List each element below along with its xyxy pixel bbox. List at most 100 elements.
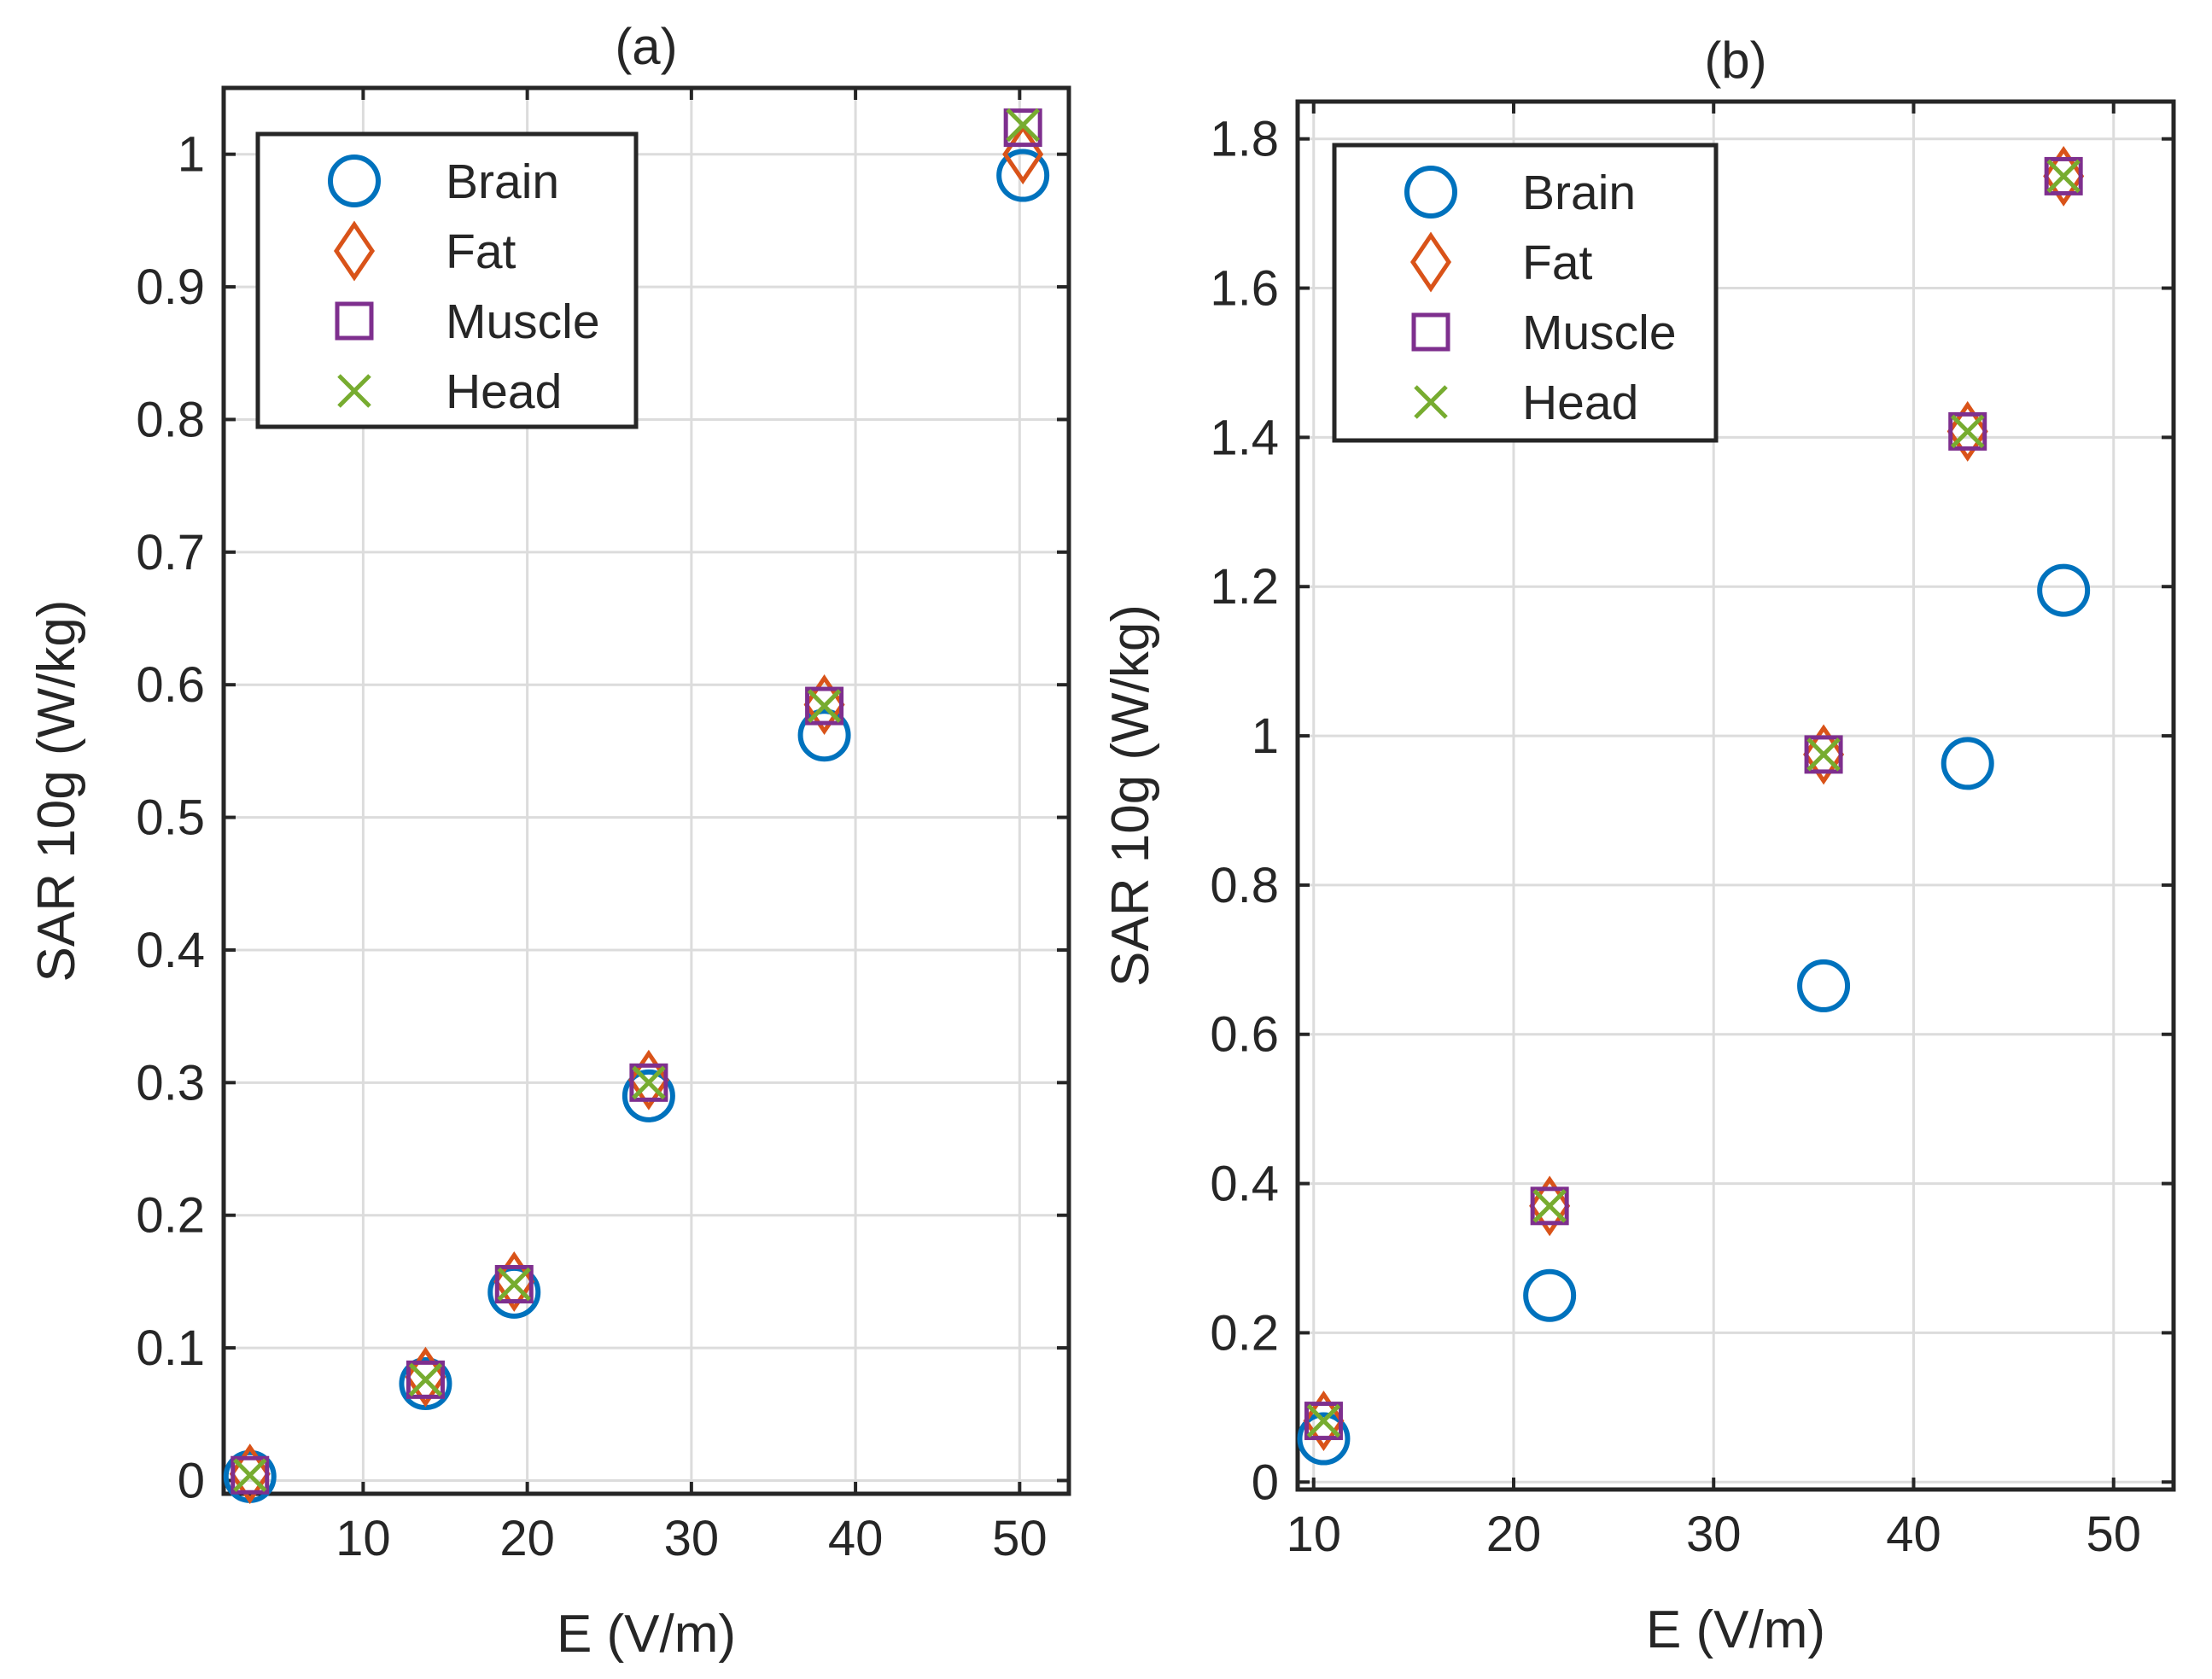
x-tick-label: 10	[1286, 1507, 1341, 1562]
legend-label-head: Head	[446, 364, 562, 419]
y-tick-label: 1	[178, 127, 205, 183]
x-axis-label: E (V/m)	[557, 1605, 736, 1664]
series-head	[232, 108, 1040, 1493]
legend-box	[255, 131, 639, 429]
y-tick-label: 1.2	[1210, 559, 1279, 615]
data-point-muscle	[406, 1360, 445, 1399]
data-point-brain	[399, 1357, 452, 1411]
data-point-muscle	[629, 1063, 668, 1102]
legend-marker-muscle	[1411, 312, 1450, 352]
data-point-fat	[2043, 145, 2085, 207]
legend: Brain Fat Muscle Head	[255, 131, 639, 429]
y-tick-label: 0.2	[136, 1188, 205, 1244]
legend-label-head: Head	[1522, 376, 1638, 430]
legend-label-fat: Fat	[446, 224, 517, 279]
data-point-head	[1532, 1189, 1567, 1223]
series-muscle	[1304, 156, 2083, 1441]
data-point-brain	[1297, 1412, 1351, 1466]
legend-label-muscle: Muscle	[1522, 306, 1677, 360]
legend-label-fat: Fat	[1522, 236, 1593, 290]
y-tick-label: 1	[1252, 708, 1279, 764]
x-tick-label: 10	[336, 1511, 391, 1566]
chart-b: 10 20 30 40 50 0 0.2 0.4 0.6 0.8 1 1.2 1.4 1.6 1.8 (b) E…	[1101, 32, 2176, 1659]
data-point-brain	[1523, 1268, 1577, 1322]
data-point-muscle	[1804, 735, 1843, 774]
axes-box	[221, 85, 1071, 1496]
y-tick-label: 0.4	[1210, 1157, 1279, 1212]
data-point-brain	[996, 149, 1050, 202]
series-fat	[1303, 145, 2085, 1452]
y-tick-label: 0.8	[1210, 858, 1279, 913]
y-axis-label: SAR 10g (W/kg)	[1101, 604, 1160, 987]
legend-marker-muscle	[335, 301, 374, 341]
data-point-head	[408, 1362, 443, 1397]
data-point-muscle	[805, 686, 844, 726]
legend-box	[1332, 143, 1719, 443]
axes-box	[1295, 99, 2176, 1492]
data-point-muscle	[1304, 1402, 1343, 1441]
y-tick-label: 0.4	[136, 923, 205, 978]
data-point-fat	[1946, 400, 1988, 462]
data-point-head	[1950, 414, 1985, 449]
y-tick-label: 0.9	[136, 259, 205, 315]
x-tick-label: 20	[1486, 1507, 1542, 1562]
data-point-head	[2046, 159, 2081, 194]
y-tick-label: 0.2	[1210, 1305, 1279, 1361]
legend-label-muscle: Muscle	[446, 294, 600, 349]
y-tick-label: 0	[1252, 1455, 1279, 1510]
data-point-head	[1806, 737, 1841, 772]
y-tick-label: 1.8	[1210, 112, 1279, 167]
legend-marker-brain	[328, 154, 381, 207]
data-point-brain	[1797, 959, 1851, 1012]
chart-a: 10 20 30 40 50 0 0.1 0.2 0.3 0.4 0.5 0.6 0.7 0.8 0.9 1 (…	[27, 18, 1071, 1664]
legend-label-brain: Brain	[446, 154, 559, 209]
legend-marker-brain	[1404, 166, 1457, 219]
y-tick-label: 0.1	[136, 1320, 205, 1376]
x-tick-label: 20	[499, 1511, 555, 1566]
data-point-head	[1006, 108, 1040, 143]
data-point-fat	[1303, 1390, 1345, 1452]
y-axis-label: SAR 10g (W/kg)	[27, 600, 86, 982]
y-tick-label: 0.7	[136, 525, 205, 580]
data-point-brain	[2037, 563, 2091, 617]
data-point-head	[1306, 1403, 1341, 1438]
x-tick-label: 40	[828, 1511, 884, 1566]
data-point-head	[807, 689, 842, 723]
data-point-brain	[622, 1069, 675, 1122]
y-tick-label: 1.4	[1210, 410, 1279, 465]
legend-label-brain: Brain	[1522, 166, 1636, 220]
data-point-muscle	[1948, 411, 1987, 451]
legend-marker-head	[1414, 385, 1448, 419]
legend-marker-fat	[1409, 231, 1452, 293]
x-tick-label: 40	[1886, 1507, 1941, 1562]
data-point-head	[632, 1065, 666, 1100]
grid	[224, 88, 1069, 1494]
x-axis-label: E (V/m)	[1646, 1600, 1825, 1659]
series-brain	[1297, 563, 2091, 1466]
y-tick-label: 1.6	[1210, 261, 1279, 317]
data-point-brain	[797, 708, 851, 762]
data-point-muscle	[1530, 1186, 1569, 1226]
data-point-muscle	[494, 1265, 534, 1304]
data-point-fat	[1529, 1175, 1571, 1237]
y-tick-label: 0.6	[1210, 1007, 1279, 1063]
legend-marker-head	[337, 374, 371, 408]
y-tick-label: 0.3	[136, 1055, 205, 1111]
data-point-head	[232, 1458, 267, 1493]
x-tick-label: 50	[992, 1511, 1048, 1566]
data-point-brain	[1941, 737, 1994, 790]
data-point-muscle	[2044, 156, 2083, 195]
legend: Brain Fat Muscle Head	[1332, 143, 1719, 443]
y-tick-label: 0	[178, 1453, 205, 1508]
data-point-fat	[1803, 724, 1845, 785]
chart-title: (b)	[1704, 32, 1766, 89]
chart-title: (a)	[615, 18, 677, 75]
y-tick-label: 0.5	[136, 790, 205, 846]
x-tick-label: 30	[664, 1511, 720, 1566]
y-tick-label: 0.8	[136, 392, 205, 447]
y-tick-label: 0.6	[136, 657, 205, 713]
series-head	[1306, 159, 2081, 1438]
legend-marker-fat	[333, 220, 376, 282]
data-point-muscle	[1003, 108, 1042, 148]
